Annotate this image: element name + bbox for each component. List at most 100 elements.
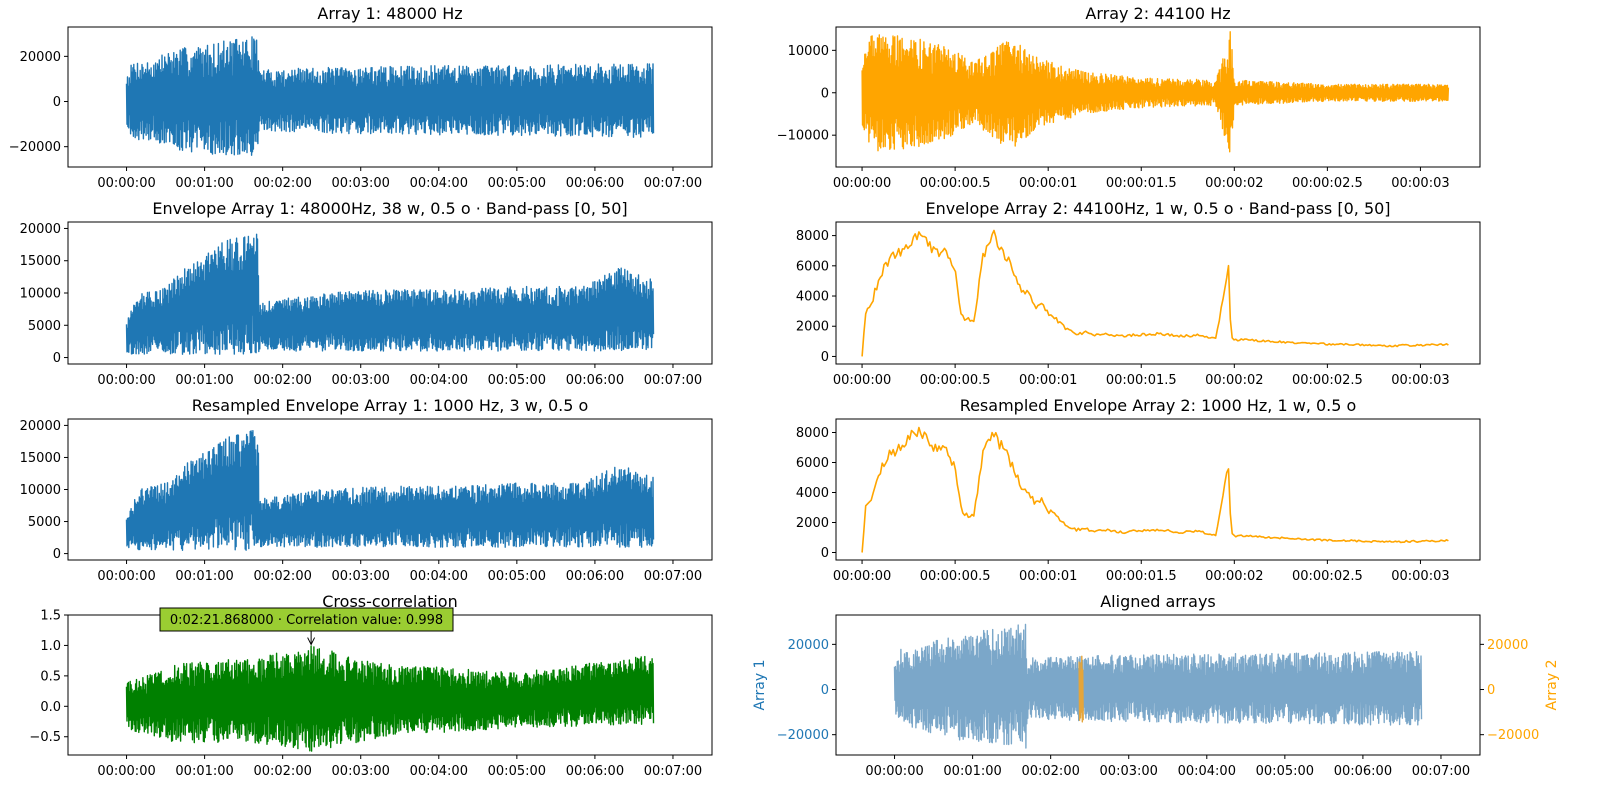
x-tick-label: 00:00:02.5 bbox=[1292, 373, 1363, 388]
x-tick-label: 00:05:00 bbox=[488, 373, 546, 388]
x-tick-label: 00:06:00 bbox=[566, 764, 624, 779]
series-array-2 bbox=[861, 31, 1450, 153]
y-tick-label: −20000 bbox=[777, 728, 829, 743]
y-tick-label-right: 0 bbox=[1487, 683, 1495, 698]
y-tick-label: 0 bbox=[821, 350, 829, 365]
axes-frame bbox=[67, 26, 713, 168]
x-tick-label: 00:00:00 bbox=[97, 176, 155, 191]
x-tick-label: 00:00:00 bbox=[833, 569, 891, 584]
y-tick-label: 0.5 bbox=[40, 669, 61, 684]
axes-frame bbox=[835, 221, 1481, 365]
chart-resampled-envelope-array-2-1000-hz-1-w-0-5-o: Resampled Envelope Array 2: 1000 Hz, 1 w… bbox=[796, 396, 1481, 584]
plot-area bbox=[861, 426, 1449, 553]
x-tick-label: 00:01:00 bbox=[943, 764, 1001, 779]
x-tick-label: 00:06:00 bbox=[566, 569, 624, 584]
x-tick-label: 00:00:00 bbox=[833, 176, 891, 191]
x-tick-label: 00:00:00 bbox=[97, 569, 155, 584]
plot-area bbox=[125, 430, 655, 551]
y-tick-label: 5000 bbox=[28, 515, 61, 530]
x-tick-label: 00:00:01.5 bbox=[1106, 569, 1177, 584]
y-tick-label: 10000 bbox=[20, 287, 61, 302]
x-tick-label: 00:02:00 bbox=[253, 569, 311, 584]
x-tick-label: 00:02:00 bbox=[253, 176, 311, 191]
y-tick-label: −0.5 bbox=[29, 730, 61, 745]
y-tick-label: 0 bbox=[53, 547, 61, 562]
axes-frame bbox=[835, 418, 1481, 561]
series-envelope-array-1 bbox=[125, 233, 655, 355]
chart-title: Envelope Array 2: 44100Hz, 1 w, 0.5 o · … bbox=[925, 199, 1390, 218]
x-tick-label: 00:00:00 bbox=[833, 373, 891, 388]
y-tick-label: 8000 bbox=[796, 229, 829, 244]
chart-resampled-envelope-array-1-1000-hz-3-w-0-5-o: Resampled Envelope Array 1: 1000 Hz, 3 w… bbox=[20, 396, 713, 584]
plot-area bbox=[125, 36, 655, 156]
y-tick-label: 2000 bbox=[796, 320, 829, 335]
series-cross-correlation bbox=[125, 645, 655, 752]
y-tick-label: 0 bbox=[821, 683, 829, 698]
x-tick-label: 00:04:00 bbox=[410, 373, 468, 388]
y-tick-label-right: 20000 bbox=[1487, 638, 1528, 653]
axes-frame bbox=[835, 614, 1481, 756]
y-axis-label-right: Array 2 bbox=[1544, 659, 1560, 710]
y-tick-label: 10000 bbox=[20, 483, 61, 498]
x-tick-label: 00:04:00 bbox=[410, 176, 468, 191]
y-tick-label: 1.0 bbox=[40, 639, 61, 654]
series-resampled-envelope-array-2 bbox=[861, 426, 1449, 553]
x-tick-label: 00:06:00 bbox=[1334, 764, 1392, 779]
x-tick-label: 00:00:03 bbox=[1391, 569, 1449, 584]
plot-area bbox=[861, 31, 1450, 153]
x-tick-label: 00:05:00 bbox=[488, 569, 546, 584]
x-tick-label: 00:00:00 bbox=[865, 764, 923, 779]
x-tick-label: 00:00:00.5 bbox=[920, 569, 991, 584]
x-tick-label: 00:05:00 bbox=[488, 176, 546, 191]
y-tick-label: 0 bbox=[821, 86, 829, 101]
chart-title: Aligned arrays bbox=[1100, 592, 1216, 611]
y-tick-label: 5000 bbox=[28, 319, 61, 334]
chart-cross-correlation: Cross-correlation 1.5 1.0 0.5 0.0 −0.5 00:00:0… bbox=[29, 592, 713, 779]
chart-title: Array 2: 44100 Hz bbox=[1085, 4, 1230, 23]
x-tick-label: 00:01:00 bbox=[175, 373, 233, 388]
x-tick-label: 00:07:00 bbox=[644, 764, 702, 779]
annotation-box bbox=[159, 607, 454, 632]
x-tick-label: 00:04:00 bbox=[1178, 764, 1236, 779]
y-tick-label: 0 bbox=[53, 95, 61, 110]
x-tick-label: 00:04:00 bbox=[410, 764, 468, 779]
x-tick-label: 00:01:00 bbox=[175, 764, 233, 779]
x-tick-label: 00:00:01.5 bbox=[1106, 176, 1177, 191]
y-tick-label: 0.0 bbox=[40, 700, 61, 715]
chart-title: Resampled Envelope Array 1: 1000 Hz, 3 w… bbox=[192, 396, 589, 415]
x-tick-label: 00:02:00 bbox=[253, 764, 311, 779]
x-tick-label: 00:00:00.5 bbox=[920, 373, 991, 388]
annotation-arrowhead bbox=[307, 637, 316, 646]
chart-title: Cross-correlation bbox=[322, 592, 457, 611]
series-array-1 bbox=[125, 36, 655, 156]
x-tick-label: 00:03:00 bbox=[1100, 764, 1158, 779]
axes-frame bbox=[835, 26, 1481, 168]
x-tick-label: 00:07:00 bbox=[644, 176, 702, 191]
x-tick-label: 00:00:00 bbox=[97, 764, 155, 779]
y-tick-label: 2000 bbox=[796, 516, 829, 531]
y-axis-label: Array 1 bbox=[752, 659, 768, 710]
x-tick-label: 00:05:00 bbox=[1256, 764, 1314, 779]
plot-area bbox=[861, 229, 1449, 357]
x-tick-label: 00:01:00 bbox=[175, 569, 233, 584]
chart-title: Envelope Array 1: 48000Hz, 38 w, 0.5 o ·… bbox=[152, 199, 627, 218]
plot-area bbox=[893, 623, 1423, 749]
y-tick-label: 20000 bbox=[788, 638, 829, 653]
y-tick-label: 1.5 bbox=[40, 609, 61, 624]
y-tick-label: 0 bbox=[821, 546, 829, 561]
y-tick-label: 0 bbox=[53, 351, 61, 366]
x-tick-label: 00:00:01 bbox=[1019, 373, 1077, 388]
x-tick-label: 00:03:00 bbox=[332, 373, 390, 388]
plot-area bbox=[125, 645, 655, 752]
x-tick-label: 00:00:01 bbox=[1019, 176, 1077, 191]
chart-array-1-48000-hz: Array 1: 48000 Hz 20000 0 −20000 00:00:00 00:… bbox=[9, 4, 713, 191]
y-tick-label: 8000 bbox=[796, 426, 829, 441]
y-tick-label: 15000 bbox=[20, 254, 61, 269]
x-tick-label: 00:00:00 bbox=[97, 373, 155, 388]
x-tick-label: 00:00:02 bbox=[1205, 569, 1263, 584]
y-tick-label: 4000 bbox=[796, 290, 829, 305]
y-tick-label: 6000 bbox=[796, 456, 829, 471]
y-tick-label: 20000 bbox=[20, 419, 61, 434]
annotation-text: 0:02:21.868000 · Correlation value: 0.99… bbox=[170, 613, 443, 628]
y-tick-label: 20000 bbox=[20, 222, 61, 237]
